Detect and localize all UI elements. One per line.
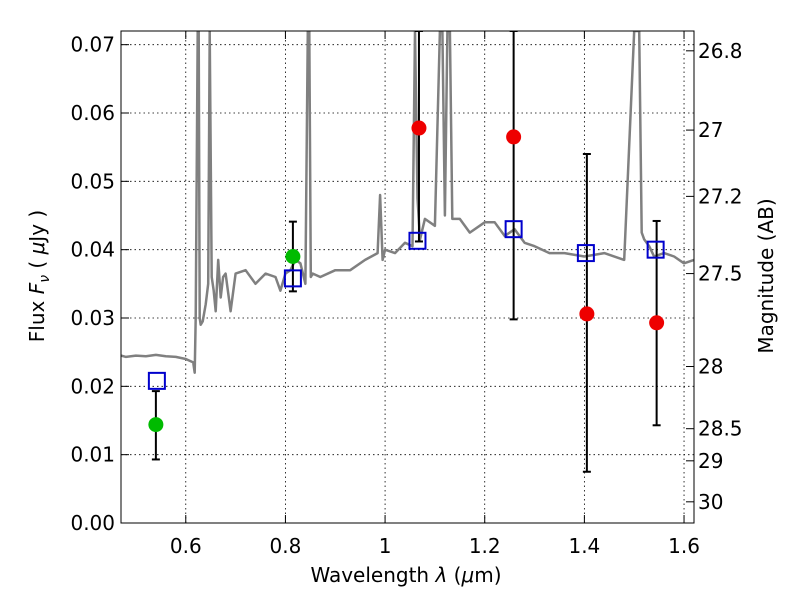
model-point: [504, 220, 523, 239]
x-tick-label: 1: [379, 534, 392, 558]
spectrum-line: [121, 31, 694, 374]
y2-tick-label: 27.5: [698, 262, 743, 286]
model-point: [408, 231, 427, 250]
x-tick-label: 0.6: [170, 534, 202, 558]
x-tick-label: 0.8: [270, 534, 302, 558]
observed-point: [579, 306, 595, 322]
plot-frame: [120, 30, 695, 524]
y-axis-title: Flux Fν ( μJy ): [25, 210, 53, 342]
x-tick-label: 1.6: [668, 534, 700, 558]
y-tick-label: 0.07: [70, 33, 115, 57]
y2-tick-label: 26.8: [698, 39, 743, 63]
y2-tick-label: 27: [698, 118, 723, 142]
y-tick-label: 0.00: [70, 511, 115, 535]
x-axis-title: Wavelength λ (μm): [310, 563, 501, 587]
model-point: [147, 371, 166, 390]
y-tick-label: 0.03: [70, 306, 115, 330]
model-point: [576, 244, 595, 263]
observed-point: [649, 315, 665, 331]
y2-tick-label: 29: [698, 449, 723, 473]
y-tick-label: 0.06: [70, 101, 115, 125]
y2-axis-title: Magnitude (AB): [754, 198, 778, 353]
y2-tick-label: 30: [698, 490, 723, 514]
observed-point: [506, 129, 522, 145]
x-tick-label: 1.4: [568, 534, 600, 558]
y2-tick-label: 28: [698, 355, 723, 379]
y-tick-label: 0.04: [70, 238, 115, 262]
model-point: [646, 240, 665, 259]
observed-point: [411, 120, 427, 136]
model-point: [283, 269, 302, 288]
y-tick-label: 0.05: [70, 169, 115, 193]
axis-ticks: [121, 31, 694, 524]
observed-point: [285, 249, 301, 264]
y2-tick-label: 27.2: [698, 184, 743, 208]
plot-area: [121, 31, 694, 473]
tick-labels: 0.6 0.8 1 1.2 1.4 1.6 0.00 0.01 0.02 0.03 0.04 0.05…: [70, 33, 742, 558]
observed-point: [148, 417, 164, 433]
y-tick-label: 0.01: [70, 443, 115, 467]
grid-lines: [121, 31, 694, 524]
y-tick-label: 0.02: [70, 374, 115, 398]
y2-tick-label: 28.5: [698, 417, 743, 441]
x-tick-label: 1.2: [469, 534, 501, 558]
